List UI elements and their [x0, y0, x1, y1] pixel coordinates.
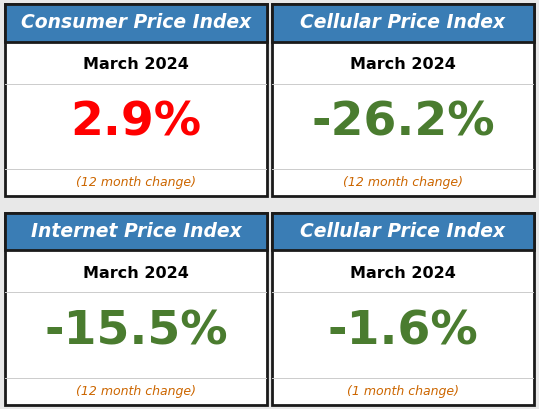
Text: March 2024: March 2024	[83, 57, 189, 72]
Text: Internet Price Index: Internet Price Index	[31, 222, 241, 241]
Text: Cellular Price Index: Cellular Price Index	[300, 13, 506, 32]
Bar	[272, 4, 534, 42]
Text: March 2024: March 2024	[83, 266, 189, 281]
Text: -26.2%: -26.2%	[311, 101, 495, 146]
Text: (12 month change): (12 month change)	[76, 385, 196, 398]
Text: March 2024: March 2024	[350, 266, 456, 281]
Text: (1 month change): (1 month change)	[347, 385, 459, 398]
Text: (12 month change): (12 month change)	[343, 176, 463, 189]
Bar	[5, 213, 267, 250]
Text: Consumer Price Index: Consumer Price Index	[21, 13, 251, 32]
Text: (12 month change): (12 month change)	[76, 176, 196, 189]
Bar	[272, 213, 534, 250]
Text: Cellular Price Index: Cellular Price Index	[300, 222, 506, 241]
Text: 2.9%: 2.9%	[71, 101, 202, 146]
Bar	[5, 4, 267, 42]
Text: -1.6%: -1.6%	[328, 309, 478, 354]
Text: March 2024: March 2024	[350, 57, 456, 72]
Text: -15.5%: -15.5%	[44, 309, 228, 354]
